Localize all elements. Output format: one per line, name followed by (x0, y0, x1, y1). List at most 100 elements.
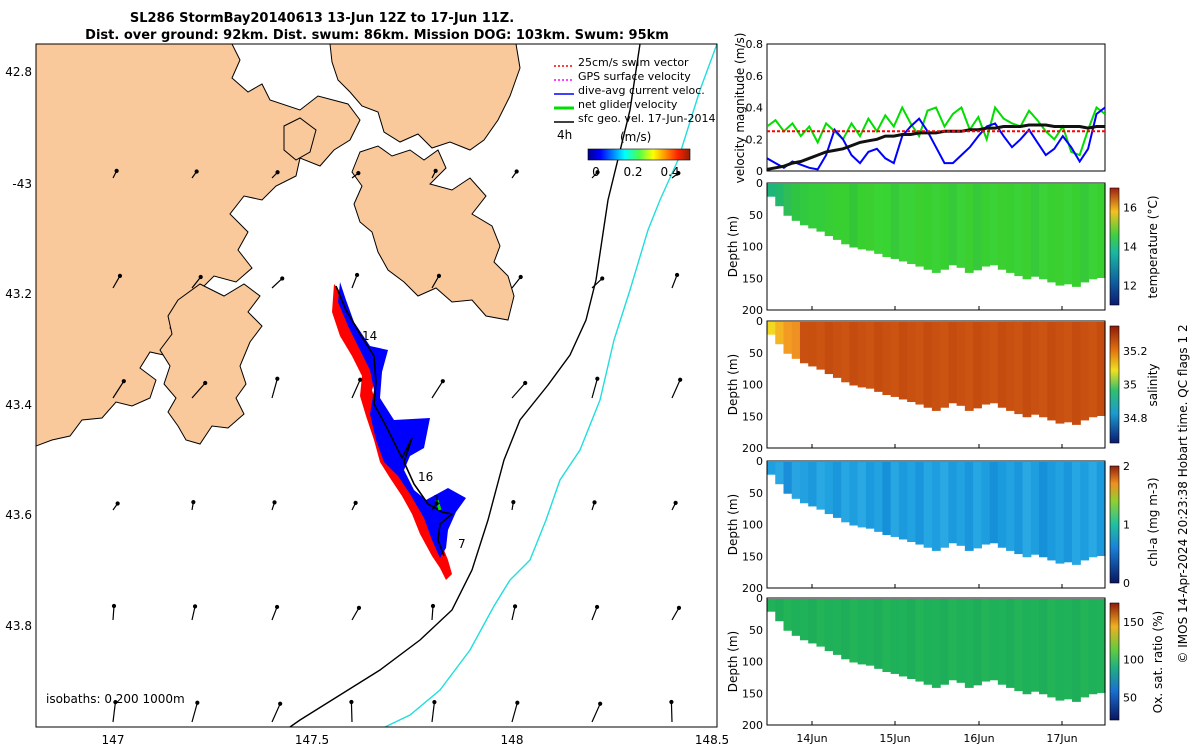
salinity-colorbar-label: salinity (1146, 363, 1160, 406)
depth-tick-label: 0 (756, 455, 763, 468)
colorbar-tick-label: 14 (1123, 241, 1137, 254)
velocity-arrow (670, 701, 673, 723)
velocity-arrow (112, 275, 121, 289)
section-data-column (791, 599, 801, 636)
section-data-column (832, 599, 842, 655)
section-data-column (890, 599, 900, 674)
section-data-column (915, 322, 925, 405)
velocity-arrow-head (354, 272, 360, 278)
velocity-arrow-head (275, 170, 280, 175)
day-label-7: 7 (458, 537, 466, 551)
velocity-arrow-head (598, 701, 603, 706)
colorbar-tick: 0.2 (623, 165, 642, 179)
velocity-arrow-head (358, 377, 363, 382)
velocity-arrow-head (676, 605, 682, 610)
oxsat-colorbar-label: Ox. sat. ratio (%) (1151, 611, 1165, 713)
map-y-tick-label: 42.8 (5, 65, 32, 79)
depth-tick-label: 200 (742, 582, 763, 595)
velocity-arrow-head (280, 276, 285, 281)
section-data-column (907, 322, 916, 403)
section-data-column (1014, 184, 1024, 277)
section-data-column (989, 322, 999, 404)
section-data-column (1030, 462, 1040, 555)
section-data-column (973, 322, 982, 409)
section-data-column (1039, 322, 1048, 418)
date-tick-label: 16Jun (963, 732, 994, 745)
velocity-arrow-head (430, 603, 436, 609)
section-data-column (956, 599, 966, 683)
day-label-16: 16 (418, 470, 433, 484)
velocity-arrow-head (600, 276, 605, 281)
section-data-column (1088, 322, 1098, 418)
depth-tick-label: 100 (742, 379, 763, 392)
colorbar-tick-label: 100 (1123, 654, 1144, 667)
map-y-tick-label: -43 (12, 177, 32, 191)
velocity-arrow (431, 380, 444, 399)
velocity-series-line (767, 105, 1105, 157)
section-data-column (907, 184, 916, 265)
map-frame (35, 43, 718, 728)
map-x-tick-label: 147 (102, 733, 125, 747)
legend-label: sfc geo. vel. 17-Jun-2014 (578, 112, 715, 125)
section-data-column (1014, 462, 1024, 555)
section-data-column (832, 184, 842, 240)
section-colorbar (1109, 465, 1120, 584)
depth-tick-label: 100 (742, 656, 763, 669)
section-data-column (808, 184, 818, 229)
map-y-axis: 42.8 -43 43.2 43.4 43.6 43.8 (5, 65, 32, 633)
section-data-column (981, 322, 991, 405)
section-data-column (783, 599, 793, 631)
section-data-column (865, 184, 875, 251)
velocity-arrow-field (111, 168, 683, 723)
colorbar-tick-label: 50 (1123, 691, 1137, 704)
section-data-column (841, 599, 851, 660)
section-data-column (849, 322, 859, 386)
section-data-column (964, 462, 974, 551)
section-frame (766, 320, 1106, 449)
velocity-arrow-head (523, 380, 528, 386)
section-data-column (775, 184, 785, 207)
section-data-column (857, 322, 867, 388)
section-data-column (890, 184, 900, 259)
velocity-arrow (112, 380, 125, 399)
section-data-column (1072, 462, 1081, 565)
section-data-column (799, 599, 809, 641)
copyright-text: © IMOS 14-Apr-2024 20:23:38 Hobart time.… (1176, 324, 1190, 663)
section-frame (766, 182, 1106, 311)
section-data-column (882, 184, 892, 258)
section-data-column (849, 184, 859, 248)
section-data-column (956, 462, 966, 546)
velocity-y-tick: 0.2 (746, 133, 764, 146)
section-data-column (882, 322, 892, 396)
section-colorbar (1109, 325, 1120, 444)
colorbar-tick-label: 35.2 (1123, 345, 1148, 358)
section-data-column (1014, 599, 1024, 692)
section-data-column (1088, 599, 1098, 695)
section-data-column (1055, 184, 1065, 286)
velocity-arrow (191, 276, 202, 289)
section-data-column (767, 462, 776, 475)
map-y-tick-label: 43.2 (5, 287, 32, 301)
velocity-lines (767, 105, 1105, 171)
section-data-column (964, 599, 974, 688)
velocity-arrow-head (511, 500, 516, 505)
section-data-column (874, 322, 884, 392)
section-data-column (841, 462, 851, 523)
velocity-arrow-head (121, 379, 126, 384)
colorbar-tick: 0.4 (660, 165, 679, 179)
velocity-arrow-head (514, 169, 519, 174)
map-x-axis: 147 147.5 148 148.5 (102, 733, 730, 747)
section-data-column (1039, 599, 1048, 695)
velocity-arrow-head (676, 171, 681, 176)
section-data-column (775, 322, 785, 345)
section-data-column (1022, 462, 1032, 558)
map-x-tick-label: 147.5 (295, 733, 329, 747)
section-data-column (849, 462, 859, 526)
section-data-column (1022, 322, 1032, 418)
section-data-column (841, 322, 851, 383)
section-data-column (923, 184, 933, 270)
isobath-1000m (384, 44, 717, 727)
depth-axis-label: Depth (m) (726, 216, 740, 277)
section-data-column (1022, 184, 1032, 280)
